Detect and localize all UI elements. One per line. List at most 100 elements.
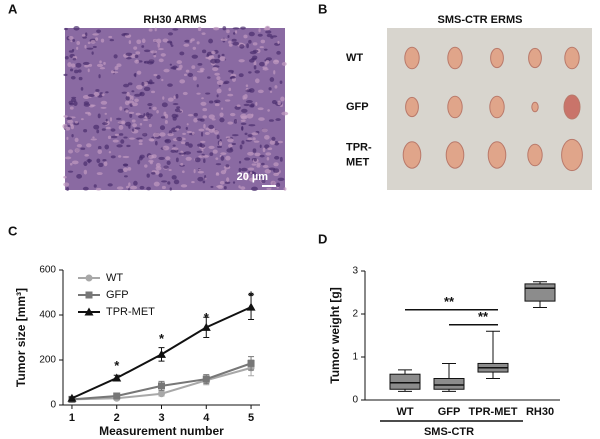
cell xyxy=(227,138,234,143)
cell xyxy=(240,119,246,122)
cell xyxy=(90,138,97,141)
cell xyxy=(188,143,193,148)
y-axis-label: Tumor size [mm³] xyxy=(14,288,28,387)
cell xyxy=(221,53,225,57)
cell xyxy=(169,41,173,46)
cell xyxy=(117,155,122,158)
panel-label: A xyxy=(8,1,18,16)
cell xyxy=(151,171,156,175)
cell xyxy=(133,46,138,50)
cell xyxy=(139,122,143,126)
cell xyxy=(96,129,100,134)
cell xyxy=(144,164,148,168)
cell xyxy=(158,156,165,161)
cell xyxy=(227,121,234,125)
cell xyxy=(99,60,102,64)
box xyxy=(433,378,465,390)
tumor xyxy=(564,46,580,70)
cell xyxy=(273,172,280,177)
cell xyxy=(261,128,268,133)
cell xyxy=(276,182,281,188)
cell xyxy=(68,149,74,154)
tumor xyxy=(402,141,422,169)
cell xyxy=(125,109,129,113)
cell xyxy=(252,137,256,141)
cell xyxy=(194,157,201,163)
cell xyxy=(267,147,273,151)
cell xyxy=(198,168,201,171)
cell xyxy=(86,158,92,163)
tumor xyxy=(447,95,463,119)
cell xyxy=(138,139,143,143)
cell xyxy=(147,103,153,107)
cell xyxy=(213,26,220,31)
cell xyxy=(216,88,222,94)
cell xyxy=(201,49,207,54)
cell xyxy=(182,170,185,174)
cell xyxy=(269,140,276,145)
cell xyxy=(236,104,241,108)
cell xyxy=(219,180,225,185)
cell xyxy=(166,160,171,166)
cell xyxy=(123,32,130,36)
cell xyxy=(180,162,184,166)
cell xyxy=(280,96,285,102)
cell xyxy=(131,128,135,132)
cell xyxy=(164,139,170,142)
marker xyxy=(247,359,255,367)
cell xyxy=(75,62,82,68)
cell xyxy=(206,53,209,58)
cell xyxy=(129,113,133,118)
cell xyxy=(193,112,198,117)
cell xyxy=(202,115,208,119)
cell xyxy=(172,144,176,147)
cell xyxy=(69,162,73,166)
cell xyxy=(159,125,166,131)
cell xyxy=(265,30,272,34)
cell xyxy=(92,33,99,36)
cell xyxy=(161,78,164,82)
cell xyxy=(74,137,79,143)
cell xyxy=(135,51,141,55)
cell xyxy=(128,111,135,114)
cell xyxy=(105,91,109,94)
legend-label: GFP xyxy=(106,289,129,301)
cell xyxy=(224,99,231,102)
cell xyxy=(167,181,171,185)
cell xyxy=(179,64,183,69)
marker xyxy=(112,373,122,382)
cell xyxy=(93,91,100,97)
cell xyxy=(200,131,204,137)
marker xyxy=(67,393,77,402)
cell xyxy=(134,59,140,64)
cell xyxy=(228,40,232,44)
cell xyxy=(176,136,183,142)
cell xyxy=(64,156,72,160)
cell xyxy=(227,93,234,97)
cell xyxy=(146,61,154,65)
cell xyxy=(248,71,252,74)
cell xyxy=(200,118,205,122)
cell xyxy=(197,170,204,174)
tumor xyxy=(405,96,419,118)
cell xyxy=(167,97,174,102)
cell xyxy=(259,144,262,149)
marker xyxy=(84,307,94,316)
cell xyxy=(232,181,236,184)
cell xyxy=(86,47,94,50)
cell xyxy=(172,116,177,121)
cell xyxy=(146,186,152,191)
box xyxy=(389,373,421,390)
cell xyxy=(116,144,123,148)
cell xyxy=(114,133,119,136)
cell xyxy=(219,56,226,62)
cell xyxy=(266,187,272,190)
cell xyxy=(212,127,216,133)
x-tick-label: 5 xyxy=(248,412,254,424)
cell xyxy=(139,91,145,97)
cell xyxy=(117,121,125,125)
cell xyxy=(82,61,90,65)
cell xyxy=(264,25,271,31)
cell xyxy=(191,65,196,70)
cell xyxy=(109,38,115,42)
